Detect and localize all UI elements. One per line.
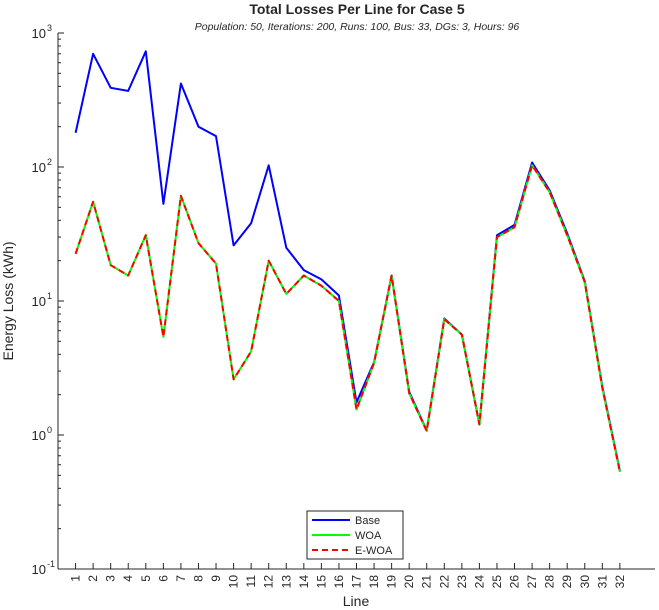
y-tick-exponent: 2	[47, 157, 52, 167]
x-tick-label: 10	[227, 575, 241, 589]
x-axis-label: Line	[343, 593, 370, 609]
x-tick-label: 15	[314, 575, 328, 589]
y-axis-label: Energy Loss (kWh)	[0, 241, 16, 360]
y-tick-exponent: 0	[47, 425, 52, 435]
x-tick-label: 29	[560, 575, 574, 589]
y-tick-exponent: 3	[47, 23, 52, 33]
x-tick-label: 22	[437, 575, 451, 589]
chart-title: Total Losses Per Line for Case 5	[249, 1, 464, 17]
x-tick-label: 24	[472, 575, 486, 589]
y-tick-label: 10	[32, 160, 46, 175]
y-tick-label: 10	[32, 562, 46, 577]
x-tick-label: 3	[104, 575, 118, 582]
y-tick-base: 10	[32, 562, 46, 577]
x-tick-label: 6	[156, 575, 170, 582]
y-tick-base: 10	[32, 294, 46, 309]
y-tick-base: 10	[32, 26, 46, 41]
legend-label: WOA	[355, 530, 382, 542]
y-tick-label: 10	[32, 26, 46, 41]
x-tick-label: 5	[139, 575, 153, 582]
x-tick-label: 32	[613, 575, 627, 589]
x-tick-label: 12	[262, 575, 276, 589]
x-tick-label: 4	[121, 575, 135, 582]
x-tick-label: 21	[420, 575, 434, 589]
x-tick-label: 1	[69, 575, 83, 582]
x-tick-label: 14	[297, 575, 311, 589]
x-tick-label: 7	[174, 575, 188, 582]
x-tick-label: 18	[367, 575, 381, 589]
x-axis: 1 2 3 4 5 6 7 8 9 10 11 12 13 14 15 16 17 18 19 20 21 22 23 24 2…	[69, 563, 627, 588]
x-tick-label: 17	[350, 575, 364, 589]
series-line-woa	[74, 164, 621, 473]
x-tick-label: 9	[209, 575, 223, 582]
series-line-e-woa	[74, 164, 621, 473]
x-tick-label: 26	[508, 575, 522, 589]
legend-label: E-WOA	[355, 545, 393, 557]
legend: Base WOA E-WOA	[306, 510, 404, 560]
y-tick-label: 10	[32, 428, 46, 443]
y-tick-exponent: -1	[47, 559, 55, 569]
x-tick-label: 13	[279, 575, 293, 589]
legend-label: Base	[355, 515, 380, 527]
series-line-base	[74, 50, 621, 472]
x-tick-label: 8	[191, 575, 205, 582]
x-tick-label: 31	[595, 575, 609, 589]
x-tick-label: 2	[86, 575, 100, 582]
x-tick-label: 16	[332, 575, 346, 589]
x-tick-label: 19	[385, 575, 399, 589]
plot-area	[57, 33, 655, 570]
y-tick-label: 10	[32, 294, 46, 309]
chart-subtitle: Population: 50, Iterations: 200, Runs: 1…	[195, 21, 520, 33]
x-tick-label: 23	[455, 575, 469, 589]
x-tick-label: 25	[490, 575, 504, 589]
x-tick-label: 11	[244, 575, 258, 588]
series-lines	[74, 50, 621, 473]
x-tick-label: 27	[525, 575, 539, 589]
x-tick-label: 28	[543, 575, 557, 589]
y-tick-base: 10	[32, 428, 46, 443]
y-tick-base: 10	[32, 160, 46, 175]
x-tick-label: 30	[578, 575, 592, 589]
y-tick-exponent: 1	[47, 291, 52, 301]
x-tick-label: 20	[402, 575, 416, 589]
